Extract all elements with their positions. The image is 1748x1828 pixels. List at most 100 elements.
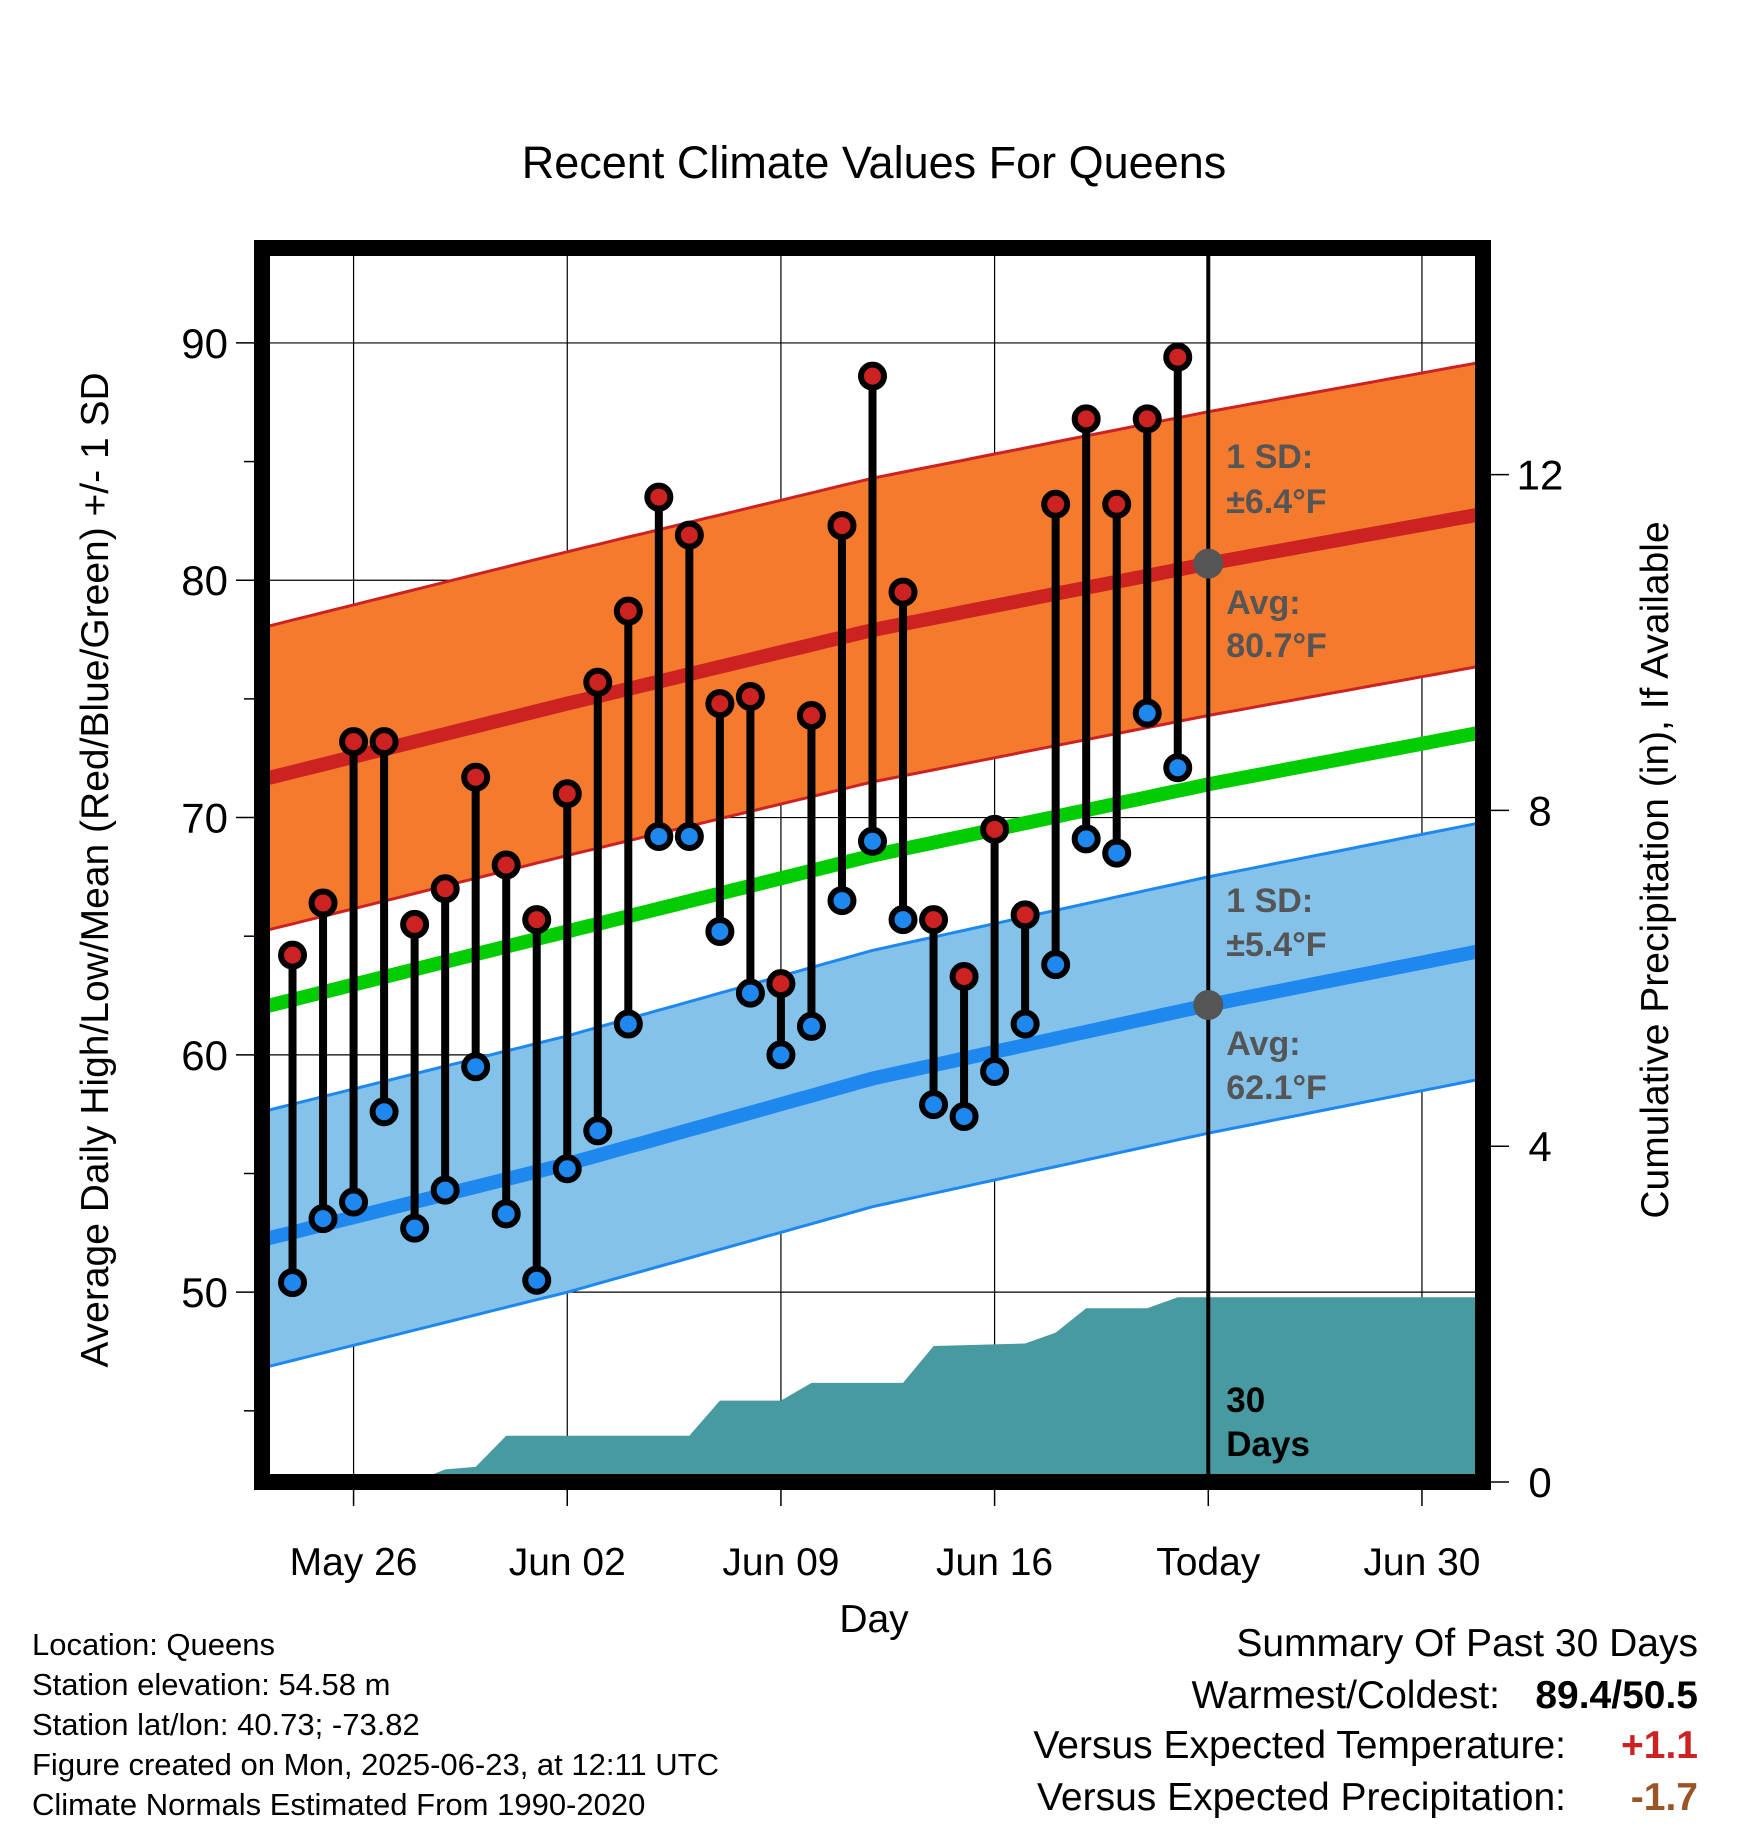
daily-high-point	[858, 361, 887, 391]
daily-low-point	[522, 1265, 552, 1295]
daily-high-point	[583, 667, 613, 697]
daily-high-point	[1041, 489, 1071, 519]
daily-low-point	[919, 1090, 949, 1120]
footer-location: Location: Queens	[32, 1627, 276, 1662]
daily-low-point	[766, 1040, 796, 1070]
daily-high-point	[644, 482, 674, 512]
daily-low-point	[949, 1102, 979, 1132]
y-tick-label-left: 50	[181, 1269, 228, 1316]
daily-low-point	[613, 1009, 643, 1039]
high-avg-value: 80.7°F	[1226, 627, 1327, 665]
daily-low-point	[278, 1268, 308, 1298]
summary-precip-label: Versus Expected Precipitation:	[1037, 1776, 1566, 1819]
daily-low-point	[461, 1052, 491, 1082]
summary-temp-value: +1.1	[1621, 1724, 1698, 1767]
daily-high-point	[552, 779, 582, 809]
x-tick-label: Jun 02	[509, 1541, 626, 1584]
precip-days-label: Days	[1226, 1425, 1310, 1464]
daily-high-point	[491, 850, 521, 880]
daily-high-point	[919, 905, 949, 935]
high-sd-label: 1 SD:	[1226, 438, 1313, 476]
daily-high-point	[461, 762, 491, 792]
x-tick-label: May 26	[290, 1541, 418, 1584]
daily-low-point	[735, 978, 765, 1008]
daily-low-point	[552, 1154, 582, 1184]
daily-high-point	[613, 596, 643, 626]
y-tick-label-right: 12	[1517, 452, 1564, 499]
daily-high-point	[278, 940, 308, 970]
y-tick-label-left: 70	[181, 795, 228, 842]
footer-created: Figure created on Mon, 2025-06-23, at 12…	[32, 1747, 719, 1782]
daily-high-point	[766, 969, 796, 999]
low-sd-label: 1 SD:	[1226, 882, 1313, 920]
daily-high-point	[400, 909, 430, 939]
daily-low-point	[644, 822, 674, 852]
chart-title: Recent Climate Values For Queens	[522, 137, 1227, 188]
daily-high-point	[369, 727, 399, 757]
footer-latlon: Station lat/lon: 40.73; -73.82	[32, 1707, 420, 1742]
footer-normals: Climate Normals Estimated From 1990-2020	[32, 1787, 646, 1822]
daily-low-point	[583, 1116, 613, 1146]
y-tick-label-left: 90	[181, 320, 228, 367]
daily-high-point	[308, 888, 338, 918]
daily-low-point	[1041, 950, 1071, 980]
plot-frame	[254, 240, 1491, 1490]
daily-low-point	[430, 1175, 460, 1205]
low-avg-label: Avg:	[1226, 1025, 1300, 1063]
summary-warmest-coldest-value: 89.4/50.5	[1535, 1674, 1698, 1717]
daily-high-point	[674, 520, 704, 550]
daily-low-point	[796, 1011, 826, 1041]
low-sd-value: ±5.4°F	[1226, 926, 1326, 964]
summary-title: Summary Of Past 30 Days	[1236, 1622, 1698, 1665]
summary-temp-label: Versus Expected Temperature:	[1033, 1724, 1566, 1767]
daily-high-point	[1163, 342, 1193, 372]
plot-area: 1 SD: ±6.4°F Avg: 80.7°F 1 SD: ±5.4°F Avg: 62.1…	[181, 240, 1564, 1584]
low-sd-band	[262, 822, 1483, 1369]
daily-low-point	[1071, 824, 1101, 854]
daily-low-point	[980, 1056, 1010, 1086]
x-tick-label: Today	[1156, 1541, 1261, 1584]
daily-low-point	[1132, 698, 1162, 728]
daily-low-point	[491, 1199, 521, 1229]
daily-low-point	[674, 822, 704, 852]
daily-high-point	[1010, 900, 1040, 930]
daily-low-point	[339, 1187, 369, 1217]
daily-high-point	[888, 577, 918, 607]
daily-high-point	[339, 727, 369, 757]
daily-low-point	[858, 826, 887, 856]
x-tick-label: Jun 16	[936, 1541, 1053, 1584]
high-sd-value: ±6.4°F	[1226, 483, 1326, 521]
daily-low-point	[1010, 1009, 1040, 1039]
daily-high-point	[705, 689, 735, 719]
daily-low-point	[1163, 753, 1193, 783]
daily-high-point	[980, 814, 1010, 844]
low-avg-value: 62.1°F	[1226, 1069, 1327, 1107]
y-axis-left-label: Average Daily High/Low/Mean (Red/Blue/Gr…	[74, 372, 117, 1367]
daily-high-point	[1102, 489, 1132, 519]
precip-days-number: 30	[1226, 1381, 1265, 1420]
daily-low-point	[827, 886, 857, 916]
precipitation-area	[262, 1297, 1483, 1482]
daily-low-point	[888, 905, 918, 935]
summary-precip-value: -1.7	[1630, 1776, 1698, 1819]
normal-low-line	[260, 943, 1485, 1247]
daily-high-point	[949, 962, 979, 992]
daily-high-point	[735, 682, 765, 712]
daily-high-point	[827, 511, 857, 541]
footer-elevation: Station elevation: 54.58 m	[32, 1667, 391, 1702]
daily-low-point	[1102, 838, 1132, 868]
daily-low-point	[369, 1097, 399, 1127]
summary-warmest-coldest-label: Warmest/Coldest:	[1191, 1674, 1500, 1717]
daily-low-point	[705, 916, 735, 946]
low-band-lower-edge	[261, 1077, 1484, 1370]
y-tick-label-right: 4	[1528, 1123, 1551, 1170]
x-tick-label: Jun 30	[1363, 1541, 1480, 1584]
y-tick-label-right: 0	[1528, 1459, 1551, 1506]
y-tick-label-right: 8	[1528, 787, 1551, 834]
daily-high-point	[796, 700, 826, 730]
high-avg-marker	[1193, 548, 1224, 579]
daily-high-point	[430, 874, 460, 904]
y-axis-right-label: Cumulative Precipitation (in), If Availa…	[1634, 521, 1677, 1218]
high-avg-label: Avg:	[1226, 584, 1300, 622]
